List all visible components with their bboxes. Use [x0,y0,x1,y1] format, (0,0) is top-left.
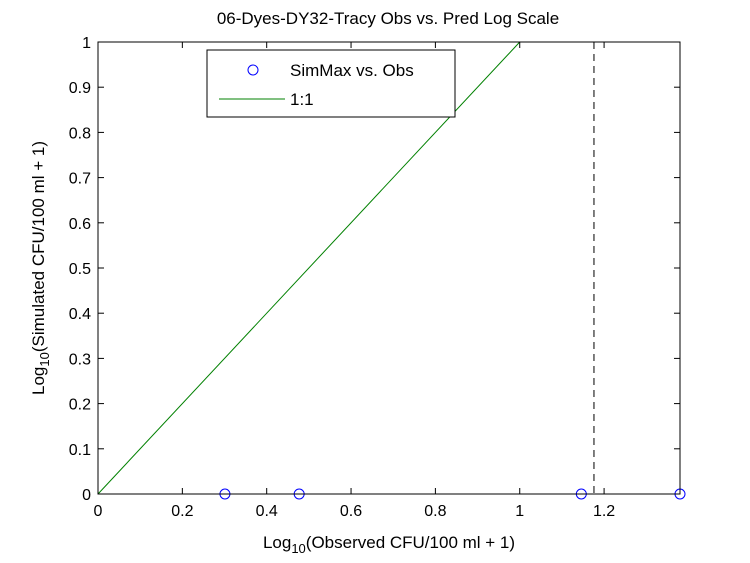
y-tick-label: 0.8 [69,125,91,142]
y-tick-label: 0.4 [69,306,91,323]
x-tick-label: 0.6 [340,503,362,520]
y-tick-label: 0.6 [69,216,91,233]
y-tick-label: 1 [82,35,91,52]
legend-box [206,49,456,118]
y-axis-label: Log10(Simulated CFU/100 ml + 1) [29,141,52,395]
legend: SimMax vs. Obs 1:1 [206,49,456,118]
legend-label-simmax: SimMax vs. Obs [290,61,414,80]
x-axis-label: Log10(Observed CFU/100 ml + 1) [263,533,515,556]
y-tick-label: 0.7 [69,171,91,188]
y-tick-label: 0.5 [69,261,91,278]
legend-marker-circle [247,64,259,76]
y-tick-label: 0 [82,487,91,504]
y-tick-label: 0.9 [69,80,91,97]
x-tick-label: 0 [94,503,103,520]
legend-label-1to1: 1:1 [290,90,314,109]
y-tick-label: 0.2 [69,397,91,414]
x-tick-label: 1.2 [593,503,615,520]
x-tick-label: 0.4 [256,503,278,520]
x-tick-label: 1 [515,503,524,520]
title-group: 06-Dyes-DY32-Tracy Obs vs. Pred Log Scal… [217,9,559,28]
y-tick-label: 0.1 [69,442,91,459]
chart-title: 06-Dyes-DY32-Tracy Obs vs. Pred Log Scal… [217,9,559,28]
axes: 0 0.2 0.4 0.6 0.8 1 1.2 0 0.1 0.2 0.3 0.4 0.5 0.6 0.7 0… [69,35,681,520]
x-tick-label: 0.2 [171,503,193,520]
y-tick-label: 0.3 [69,351,91,368]
x-tick-label: 0.8 [424,503,446,520]
